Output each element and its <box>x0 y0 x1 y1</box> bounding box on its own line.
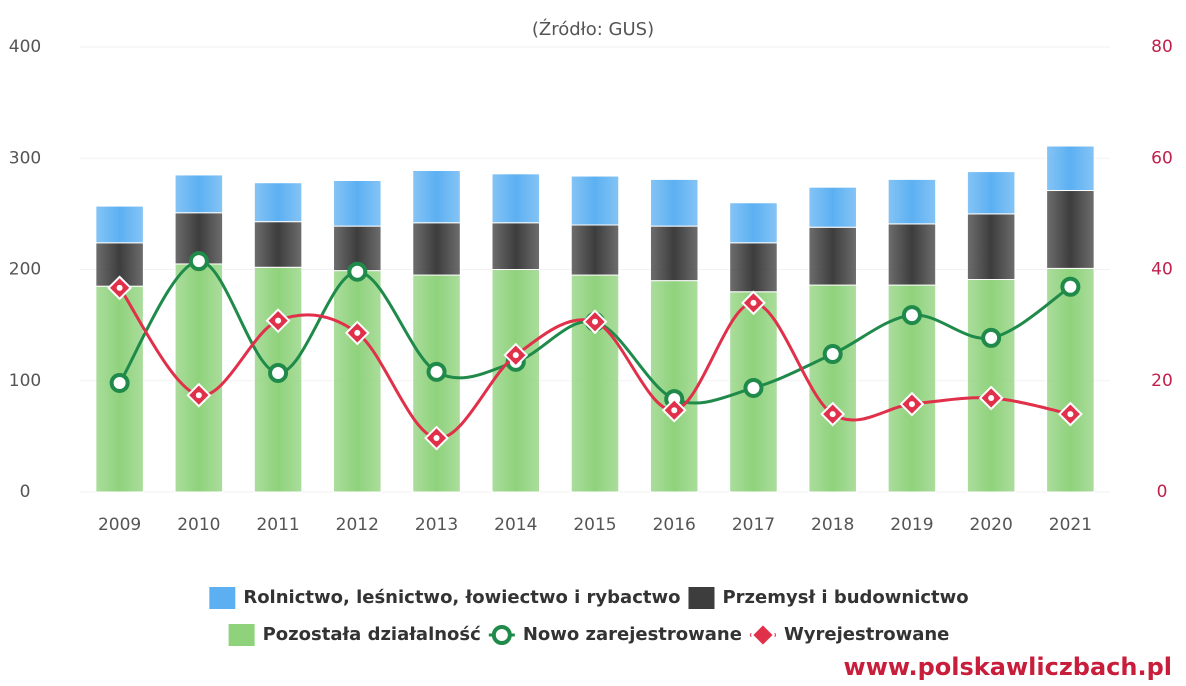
bar-segment <box>253 221 303 268</box>
line-marker <box>743 377 764 398</box>
x-tick-label: 2016 <box>653 515 696 535</box>
legend-label: Przemysł i budownictwo <box>722 587 968 608</box>
y-tick-label: 200 <box>9 260 41 280</box>
line-marker-center <box>195 392 202 399</box>
legend-marker <box>491 625 512 645</box>
bar-segment <box>174 174 224 214</box>
bar-segment <box>966 171 1016 215</box>
bar-segment <box>887 223 937 286</box>
legend-label: Wyrejestrowane <box>784 624 949 645</box>
line-marker <box>1060 276 1081 297</box>
x-tick-label: 2010 <box>177 515 220 535</box>
bar-segment <box>1046 190 1095 269</box>
x-tick-label: 2020 <box>970 515 1013 535</box>
line-marker <box>268 362 289 383</box>
bar-segment <box>174 263 224 493</box>
bar-segment <box>95 205 144 244</box>
y2-tick-label: 40 <box>1151 260 1173 280</box>
bar-segment <box>253 182 303 223</box>
legend-swatch <box>688 587 715 609</box>
y-tick-label: 400 <box>9 37 41 57</box>
bar-segment <box>808 284 857 493</box>
line-marker <box>347 261 368 282</box>
x-tick-label: 2014 <box>494 515 537 535</box>
y-tick-label: 0 <box>20 482 31 502</box>
line-marker-center <box>1067 411 1074 418</box>
legend-marker <box>750 622 776 648</box>
bar-segment <box>649 225 699 282</box>
bar-segment <box>570 274 620 493</box>
line-marker <box>426 361 447 382</box>
bar-segment <box>570 224 620 276</box>
line-marker <box>901 305 922 326</box>
line-marker <box>109 372 130 393</box>
y2-tick-label: 60 <box>1151 148 1173 168</box>
bar-segment <box>570 175 620 226</box>
y2-tick-label: 80 <box>1151 37 1173 57</box>
legend-swatch <box>209 587 236 609</box>
y-tick-label: 300 <box>9 148 41 168</box>
bar-segment <box>887 178 937 225</box>
x-tick-label: 2013 <box>415 515 458 535</box>
line-marker-center <box>354 329 361 336</box>
line-marker-center <box>275 317 282 324</box>
line-marker-center <box>829 411 836 418</box>
bar-segment <box>412 222 461 276</box>
line-marker-center <box>512 352 519 359</box>
line-marker-center <box>671 407 678 414</box>
bar-segment <box>1046 267 1095 493</box>
x-tick-label: 2017 <box>732 515 775 535</box>
bar-segment <box>808 186 857 228</box>
y2-tick-label: 0 <box>1157 482 1168 502</box>
chart-subtitle: (Źródło: GUS) <box>532 18 654 40</box>
line-marker <box>822 344 843 365</box>
bar-segment <box>491 173 541 224</box>
line-marker-center <box>592 318 598 325</box>
x-tick-label: 2015 <box>573 515 616 535</box>
source-watermark: www.polskawliczbach.pl <box>844 653 1172 681</box>
bar-segment <box>966 213 1016 281</box>
line-marker <box>188 251 209 272</box>
line-marker-center <box>908 401 915 408</box>
line-marker-center <box>433 435 440 442</box>
legend-swatch <box>228 624 255 646</box>
line <box>118 259 1072 405</box>
bar-segment <box>412 274 461 493</box>
x-tick-label: 2019 <box>890 515 933 535</box>
bar-segment <box>729 242 778 293</box>
x-tick-label: 2011 <box>256 515 299 535</box>
bar-segment <box>1046 145 1095 192</box>
legend-label: Nowo zarejestrowane <box>523 624 742 645</box>
bar-segment <box>491 222 541 270</box>
legend-label: Rolnictwo, leśnictwo, łowiectwo i rybact… <box>243 587 680 608</box>
line-marker-center <box>116 284 123 291</box>
bar-segment <box>491 269 541 493</box>
bar-segment <box>333 180 382 227</box>
bar-segment <box>649 178 699 227</box>
y2-tick-label: 20 <box>1151 371 1173 391</box>
x-tick-label: 2021 <box>1049 515 1092 535</box>
bar-segment <box>729 202 778 244</box>
bar-segment <box>333 270 382 493</box>
bar-segment <box>808 226 857 286</box>
line-marker-center <box>988 394 995 401</box>
x-tick-label: 2018 <box>811 515 854 535</box>
line-marker <box>981 327 1002 348</box>
legend-label: Pozostała działalność <box>263 624 482 645</box>
bar-segment <box>412 169 461 224</box>
line-marker-center <box>750 299 757 306</box>
x-tick-label: 2012 <box>336 515 379 535</box>
y-tick-label: 100 <box>9 371 41 391</box>
x-tick-label: 2009 <box>98 515 141 535</box>
